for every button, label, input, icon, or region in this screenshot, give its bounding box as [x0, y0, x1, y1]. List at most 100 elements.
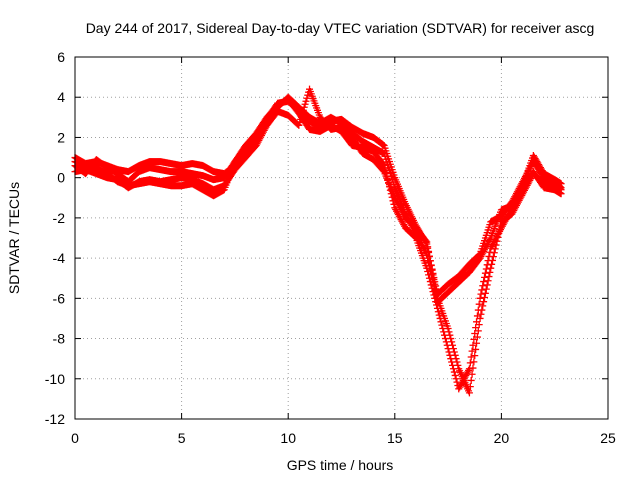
data-point	[301, 100, 309, 108]
data-point	[303, 94, 311, 102]
data-point	[453, 358, 461, 366]
data-point	[481, 289, 489, 297]
data-point	[467, 376, 475, 384]
data-point	[476, 294, 484, 302]
data-point	[468, 370, 476, 378]
data-point	[435, 311, 443, 319]
y-tick-label: 2	[57, 129, 65, 145]
data-point	[450, 348, 458, 356]
y-tick-label: -2	[53, 210, 66, 226]
data-point	[470, 358, 478, 366]
data-point	[425, 258, 433, 266]
data-point	[449, 341, 457, 349]
data-point	[482, 265, 490, 273]
data-point	[469, 341, 477, 349]
data-point	[485, 273, 493, 281]
data-point	[422, 248, 430, 256]
data-point	[304, 91, 312, 99]
data-point	[482, 285, 490, 293]
data-point	[472, 345, 480, 353]
y-axis-label: SDTVAR / TECUs	[6, 182, 22, 294]
data-point	[425, 262, 433, 270]
data-point	[428, 274, 436, 282]
series-track-4	[71, 93, 565, 306]
x-tick-label: 10	[280, 430, 296, 446]
data-point	[476, 314, 484, 322]
y-tick-label: -4	[53, 250, 66, 266]
y-tick-label: -10	[45, 371, 65, 387]
data-point	[484, 277, 492, 285]
data-point	[446, 331, 454, 339]
y-tick-label: 6	[57, 49, 65, 65]
data-point	[477, 310, 485, 318]
data-point	[467, 353, 475, 361]
data-point	[489, 253, 497, 261]
data-point	[479, 302, 487, 310]
data-point	[494, 233, 502, 241]
data-point	[492, 241, 500, 249]
data-point	[490, 249, 498, 257]
y-tick-label: -6	[53, 290, 66, 306]
data-point	[491, 245, 499, 253]
data-point	[479, 282, 487, 290]
x-tick-label: 5	[178, 430, 186, 446]
data-point	[451, 351, 459, 359]
x-tick-label: 25	[600, 430, 616, 446]
data-point	[432, 290, 440, 298]
series-track-1	[71, 95, 565, 393]
grid	[75, 57, 608, 419]
data-point	[423, 250, 431, 258]
data-point	[429, 278, 437, 286]
y-tick-label: 0	[57, 170, 65, 186]
data-point	[469, 364, 477, 372]
data-point	[489, 256, 497, 264]
data-point	[474, 327, 482, 335]
data-point	[431, 286, 439, 294]
data-point	[478, 306, 486, 314]
data-point	[495, 229, 503, 237]
y-tick-label: 4	[57, 89, 65, 105]
data-point	[465, 389, 473, 397]
data-point	[477, 290, 485, 298]
data-point	[430, 282, 438, 290]
data-point	[478, 286, 486, 294]
data-point	[445, 328, 453, 336]
data-point	[468, 347, 476, 355]
data-point	[426, 266, 434, 274]
y-tick-label: -12	[45, 411, 65, 427]
data-point	[481, 269, 489, 277]
data-point	[473, 339, 481, 347]
data-point	[488, 260, 496, 268]
data-point	[473, 333, 481, 341]
plot-frame	[74, 56, 609, 420]
y-tick-label: -8	[53, 331, 66, 347]
data-point	[465, 366, 473, 374]
data-point	[295, 121, 303, 129]
data-point	[493, 237, 501, 245]
data-point	[487, 264, 495, 272]
data-point	[518, 183, 526, 191]
data-point	[483, 281, 491, 289]
data-point	[448, 338, 456, 346]
data-point	[452, 355, 460, 363]
data-point	[486, 268, 494, 276]
data-points	[71, 85, 565, 397]
data-point	[471, 352, 479, 360]
x-tick-label: 15	[387, 430, 403, 446]
data-point	[454, 361, 462, 369]
data-point	[557, 180, 565, 188]
data-point	[470, 335, 478, 343]
axis-ticks: 0 5 10 15 20 25 -12 -10 -8 -6 -4 -2 0 2 4 6	[45, 49, 616, 446]
data-point	[475, 300, 483, 308]
data-point	[452, 375, 460, 383]
data-point	[449, 345, 457, 353]
data-point	[297, 115, 305, 123]
data-point	[437, 318, 445, 326]
data-point	[481, 293, 489, 301]
data-point	[302, 97, 310, 105]
x-tick-label: 20	[494, 430, 510, 446]
data-point	[465, 365, 473, 373]
data-point	[444, 325, 452, 332]
data-point	[296, 118, 304, 126]
